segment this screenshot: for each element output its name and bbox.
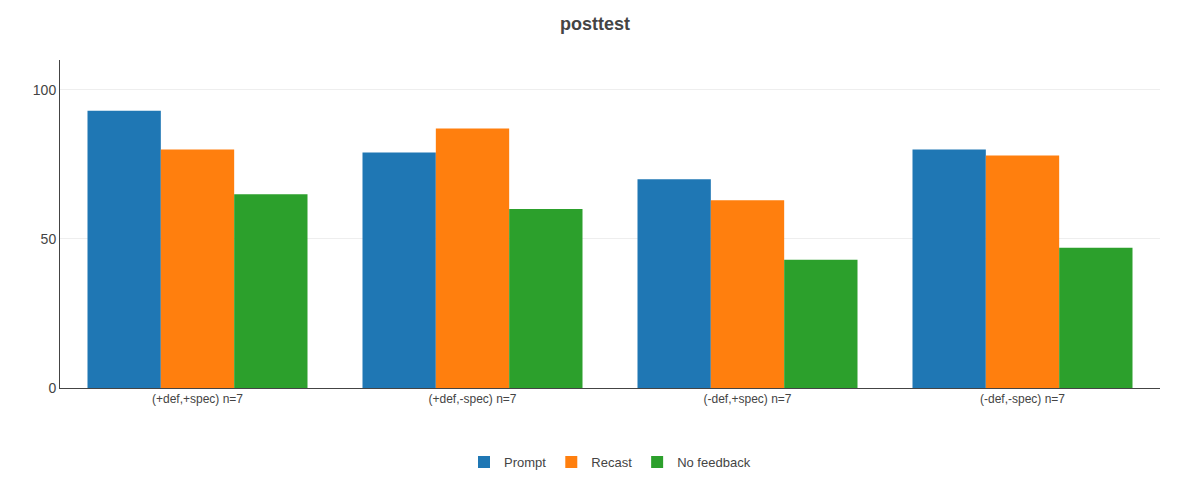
svg-text:50: 50 [41, 231, 57, 247]
svg-text:(+def,+spec) n=7: (+def,+spec) n=7 [152, 392, 243, 406]
svg-text:(-def,+spec) n=7: (-def,+spec) n=7 [703, 392, 791, 406]
svg-text:100: 100 [33, 82, 57, 98]
svg-text:Recast: Recast [591, 455, 632, 470]
svg-text:posttest: posttest [560, 14, 630, 34]
svg-text:No feedback: No feedback [677, 455, 750, 470]
svg-text:(+def,-spec) n=7: (+def,-spec) n=7 [428, 392, 516, 406]
svg-text:0: 0 [48, 380, 56, 396]
svg-text:(-def,-spec) n=7: (-def,-spec) n=7 [980, 392, 1065, 406]
svg-text:Prompt: Prompt [504, 455, 546, 470]
